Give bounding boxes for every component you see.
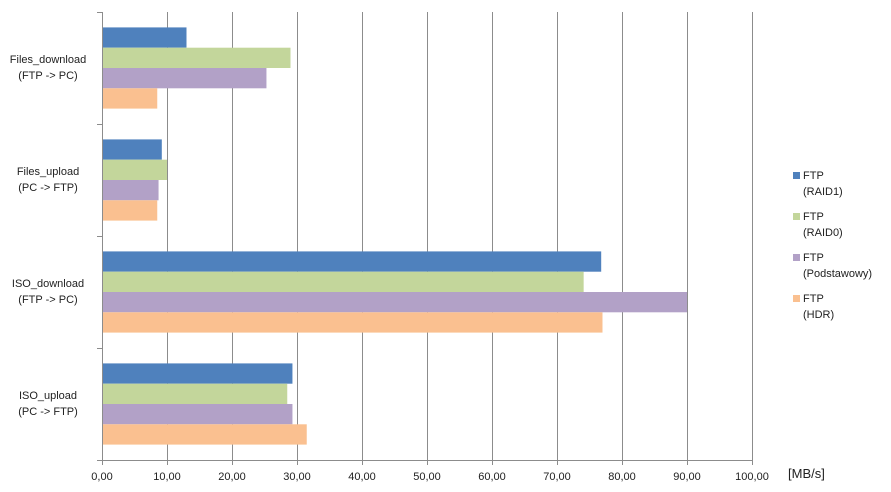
- bar: [102, 200, 158, 221]
- bar: [102, 404, 293, 425]
- category-labels: Files_download (FTP -> PC) Files_upload (PC…: [10, 54, 86, 418]
- legend-swatch: [793, 254, 800, 261]
- x-tick-label: 40,00: [348, 471, 376, 483]
- bar: [102, 312, 603, 333]
- x-tick-label: 100,00: [735, 471, 769, 483]
- category-label: ISO_upload (PC -> FTP): [18, 390, 78, 418]
- legend-swatch: [793, 213, 800, 220]
- bar: [102, 271, 584, 292]
- bar: [102, 383, 288, 404]
- x-tick-label: 90,00: [673, 471, 701, 483]
- x-axis-unit-label: [MB/s]: [788, 466, 825, 481]
- bar: [102, 424, 307, 445]
- x-tick-label: 80,00: [608, 471, 636, 483]
- x-tick-labels: 0,00 10,00 20,00 30,00 40,00 50,00 60,00 70,00 8…: [91, 471, 769, 483]
- x-tick-label: 70,00: [543, 471, 571, 483]
- bar: [102, 47, 291, 68]
- bar: [102, 363, 293, 384]
- category-label: Files_upload (PC -> FTP): [17, 166, 79, 194]
- bar: [102, 251, 602, 272]
- legend: FTP (RAID1) FTP (RAID0) FTP (Podstawowy) FTP (H…: [793, 170, 872, 321]
- bar: [102, 27, 187, 48]
- bar: [102, 159, 167, 180]
- legend-label: FTP (RAID1): [803, 170, 843, 198]
- bar: [102, 139, 162, 160]
- x-tick-label: 50,00: [413, 471, 441, 483]
- legend-label: FTP (RAID0): [803, 211, 843, 239]
- legend-label: FTP (Podstawowy): [803, 252, 872, 280]
- bar: [102, 292, 687, 313]
- legend-swatch: [793, 172, 800, 179]
- x-tick-label: 0,00: [91, 471, 112, 483]
- bar: [102, 68, 267, 89]
- bars: [102, 27, 687, 445]
- x-tick-label: 30,00: [283, 471, 311, 483]
- axes: [97, 12, 753, 465]
- x-tick-label: 10,00: [153, 471, 181, 483]
- category-label: ISO_download (FTP -> PC): [12, 278, 84, 306]
- category-label: Files_download (FTP -> PC): [10, 54, 86, 82]
- bar: [102, 180, 159, 201]
- bar: [102, 88, 158, 109]
- legend-swatch: [793, 295, 800, 302]
- x-tick-label: 20,00: [218, 471, 246, 483]
- legend-label: FTP (HDR): [803, 293, 834, 321]
- x-tick-label: 60,00: [478, 471, 506, 483]
